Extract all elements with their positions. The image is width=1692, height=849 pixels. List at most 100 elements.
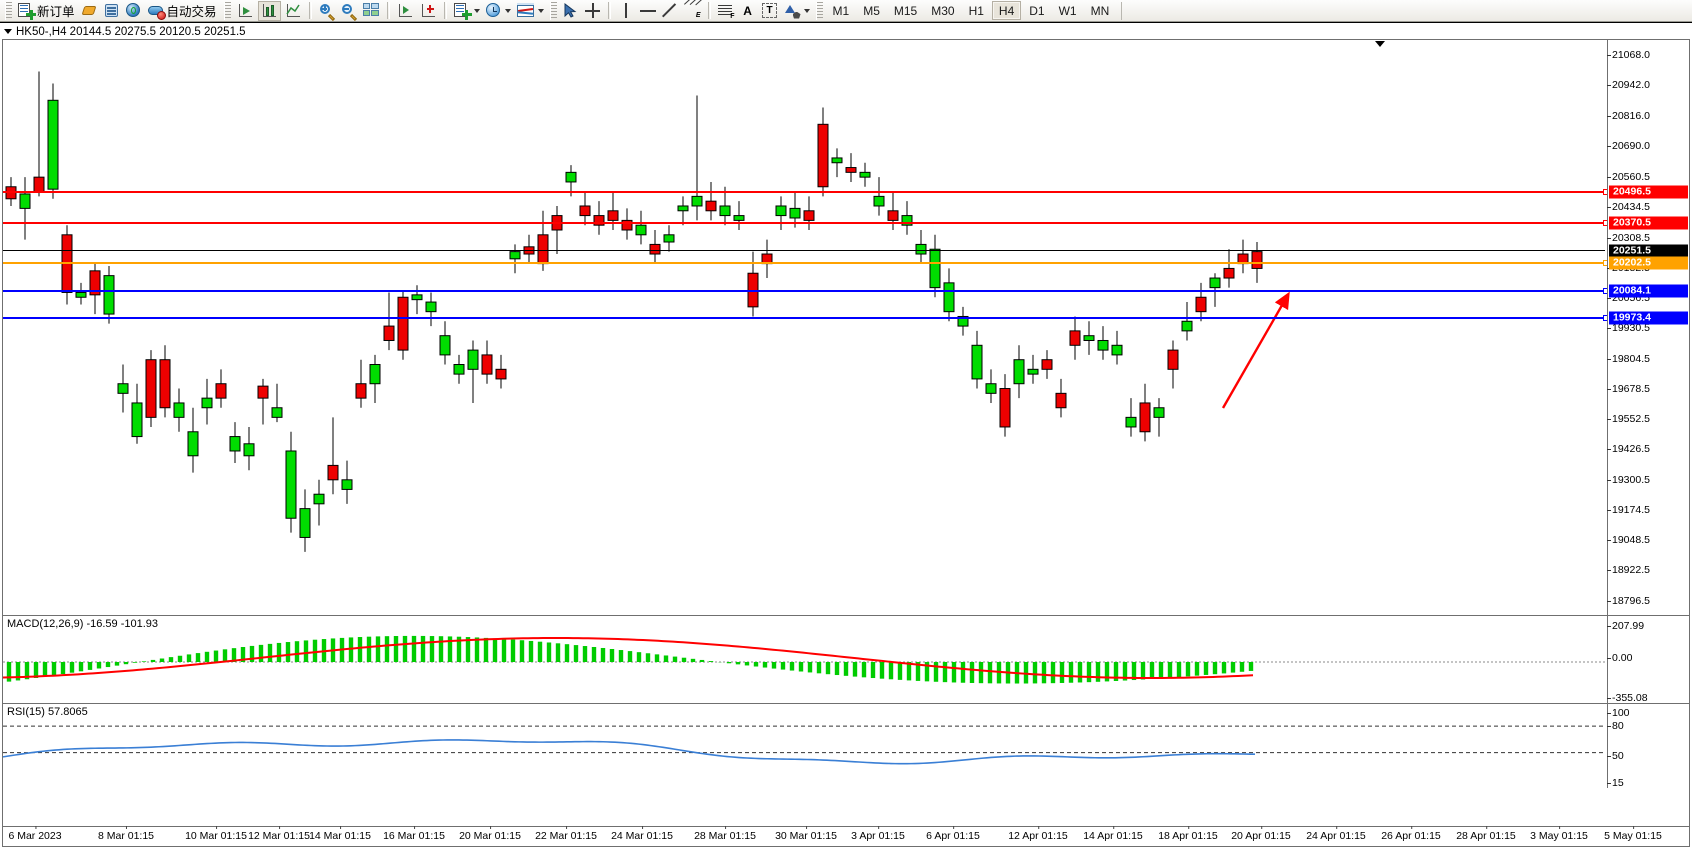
price-badge-20251.5[interactable]: 20251.5 xyxy=(1609,244,1688,258)
macd-series xyxy=(2,635,1605,684)
macd-tick-0: 207.99 xyxy=(1606,620,1645,632)
price-badge-20202.5[interactable]: 20202.5 xyxy=(1609,256,1688,270)
rsi-pane[interactable]: RSI(15) 57.8065 100 80 50 15 xyxy=(2,704,1689,789)
zoom-out-icon xyxy=(341,3,357,21)
rsi-label: RSI(15) 57.8065 xyxy=(7,706,88,718)
chart-shift-button[interactable] xyxy=(395,1,416,21)
time-scale[interactable]: 6 Mar 2023 8 Mar 01:15 10 Mar 01:15 12 Mar … xyxy=(3,826,1689,846)
timeframe-m15[interactable]: M15 xyxy=(893,3,918,18)
chevron-down-icon-2[interactable] xyxy=(504,8,511,13)
timeframe-d1[interactable]: D1 xyxy=(1029,3,1045,18)
fibonacci-tool[interactable]: F xyxy=(716,1,736,21)
auto-trading-button[interactable]: 自动交易 xyxy=(146,1,220,21)
chart-shift-icon xyxy=(397,3,414,19)
bar-chart-button[interactable] xyxy=(235,1,256,21)
chevron-down-icon[interactable] xyxy=(473,8,480,13)
macd-tick-2: -355.08 xyxy=(1607,692,1648,704)
vertical-line-tool[interactable] xyxy=(616,1,636,21)
price-badge-20496.5[interactable]: 20496.5 xyxy=(1609,185,1688,199)
rsi-tick-50: 50 xyxy=(1607,750,1624,762)
period-clock-button[interactable] xyxy=(484,1,513,21)
timeframe-h1[interactable]: H1 xyxy=(968,3,984,18)
candlestick-chart-button[interactable] xyxy=(257,0,281,21)
price-badge-19973.4[interactable]: 19973.4 xyxy=(1609,311,1688,325)
chart-plot-area[interactable]: 21068.0 20942.0 20816.0 20690.0 20560.5 20434… xyxy=(2,39,1690,847)
price-badge-20370.5[interactable]: 20370.5 xyxy=(1609,216,1688,230)
timeframe-m5[interactable]: M5 xyxy=(863,3,880,18)
timeframe-h4[interactable]: H4 xyxy=(991,1,1022,20)
macd-label: MACD(12,26,9) -16.59 -101.93 xyxy=(7,618,159,630)
text-label-tool[interactable]: T xyxy=(760,1,780,21)
chart-menu-icon[interactable] xyxy=(4,29,12,35)
line-chart-button[interactable] xyxy=(283,1,304,21)
time-label-2: 10 Mar 01:15 xyxy=(185,826,247,842)
price-tick-15: 19174.5 xyxy=(1607,503,1650,516)
equidistant-channel-tool[interactable]: E xyxy=(682,0,703,21)
shapes-tool[interactable] xyxy=(782,1,812,21)
macd-pane[interactable]: MACD(12,26,9) -16.59 -101.93 207.99 0.00… xyxy=(2,616,1689,704)
terminal-button[interactable] xyxy=(102,1,122,21)
crosshair-tool[interactable] xyxy=(583,1,603,21)
market-watch-button[interactable] xyxy=(124,1,144,21)
chart-window: HK50-,H4 20144.5 20275.5 20120.5 20251.5 xyxy=(0,22,1692,849)
shapes-icon xyxy=(784,3,801,19)
time-label-20: 3 May 01:15 xyxy=(1530,826,1588,842)
text-tool[interactable]: A xyxy=(738,1,758,21)
price-tick-18: 18796.5 xyxy=(1607,594,1650,607)
auto-scroll-button[interactable] xyxy=(418,1,439,21)
price-tick-10: 19804.5 xyxy=(1607,352,1650,365)
timeframe-m30[interactable]: M30 xyxy=(931,3,955,18)
toolbar-grip-3[interactable] xyxy=(549,1,557,20)
timeframe-w1[interactable]: W1 xyxy=(1058,3,1077,18)
time-label-5: 16 Mar 01:15 xyxy=(383,826,445,842)
price-tick-13: 19426.5 xyxy=(1607,443,1650,456)
toolbar-grip[interactable] xyxy=(5,1,12,20)
tile-windows-icon xyxy=(362,3,380,18)
bullish-arrow[interactable] xyxy=(1203,288,1313,418)
rsi-tick-15: 15 xyxy=(1607,777,1624,789)
price-tick-17: 18922.5 xyxy=(1607,564,1650,577)
time-label-18: 26 Apr 01:15 xyxy=(1381,826,1441,842)
time-label-16: 20 Apr 01:15 xyxy=(1231,826,1291,842)
timeframe-mn[interactable]: MN xyxy=(1090,3,1110,18)
auto-scroll-icon xyxy=(420,3,437,19)
price-pane[interactable]: 21068.0 20942.0 20816.0 20690.0 20560.5 20434… xyxy=(3,40,1689,616)
rsi-scale[interactable]: 100 80 50 15 xyxy=(1607,704,1689,789)
zoom-in-button[interactable] xyxy=(317,1,337,21)
toolbar-divider-2 xyxy=(386,2,390,19)
time-label-13: 12 Apr 01:15 xyxy=(1008,826,1068,842)
price-tick-9: 19930.5 xyxy=(1607,322,1650,335)
rsi-series xyxy=(2,725,1605,765)
add-indicator-icon xyxy=(453,2,472,20)
zoom-in-icon xyxy=(319,3,335,21)
macd-scale[interactable]: 207.99 0.00 -355.08 xyxy=(1606,616,1689,704)
price-scale[interactable]: 21068.0 20942.0 20816.0 20690.0 20560.5 20434… xyxy=(1607,40,1689,615)
price-tick-2: 20816.0 xyxy=(1607,109,1650,122)
trendline-tool[interactable] xyxy=(660,1,680,21)
fibonacci-icon: F xyxy=(717,3,735,20)
chevron-down-icon-4[interactable] xyxy=(803,8,810,13)
templates-button[interactable] xyxy=(515,1,546,21)
auto-trading-label: 自动交易 xyxy=(166,5,217,19)
chevron-down-icon-3[interactable] xyxy=(537,8,544,13)
chart-scroll-marker[interactable] xyxy=(1375,41,1385,47)
zoom-out-button[interactable] xyxy=(339,1,359,21)
macd-tick-1: 0.00 xyxy=(1606,652,1633,664)
time-label-21: 5 May 01:15 xyxy=(1604,826,1662,842)
time-label-11: 3 Apr 01:15 xyxy=(851,826,905,842)
timeframe-m1[interactable]: M1 xyxy=(832,3,850,18)
toolbar-grip-4[interactable] xyxy=(815,1,823,20)
time-label-10: 30 Mar 01:15 xyxy=(775,826,837,842)
add-indicator-button[interactable] xyxy=(452,1,482,21)
price-badge-20084.1[interactable]: 20084.1 xyxy=(1609,284,1688,298)
tile-windows-button[interactable] xyxy=(361,1,382,21)
vertical-line-icon xyxy=(621,3,631,18)
time-label-9: 28 Mar 01:15 xyxy=(694,826,756,842)
time-label-6: 20 Mar 01:15 xyxy=(459,826,521,842)
toolbar-grip-2[interactable] xyxy=(223,1,231,20)
cursor-tool[interactable] xyxy=(561,1,581,21)
expert-advisors-button[interactable] xyxy=(80,1,100,21)
new-order-button[interactable]: 新订单 xyxy=(16,1,78,21)
horizontal-line-tool[interactable] xyxy=(638,1,658,21)
chart-title-bar: HK50-,H4 20144.5 20275.5 20120.5 20251.5 xyxy=(4,26,246,38)
